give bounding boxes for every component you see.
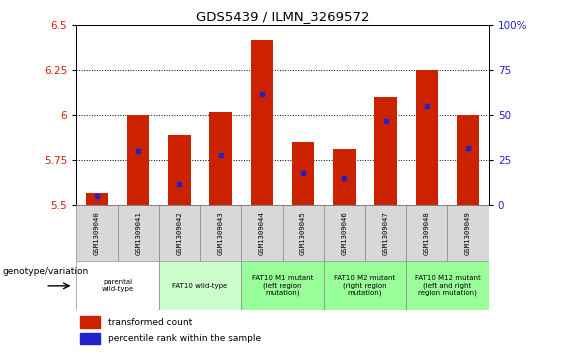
Text: GSM1309042: GSM1309042 (176, 211, 182, 255)
Text: GSM1309048: GSM1309048 (424, 211, 430, 255)
Text: FAT10 M12 mutant
(left and right
region mutation): FAT10 M12 mutant (left and right region … (415, 276, 480, 296)
Text: GSM1309044: GSM1309044 (259, 211, 265, 255)
Text: GSM1309045: GSM1309045 (300, 211, 306, 255)
Bar (159, 261, 241, 310)
Text: genotype/variation: genotype/variation (3, 267, 89, 276)
Bar (241, 261, 324, 310)
Bar (333, 150, 356, 205)
Text: GSM1309046: GSM1309046 (341, 211, 347, 255)
Bar (457, 115, 480, 205)
Bar (282, 205, 324, 261)
Bar (241, 205, 282, 261)
Bar (250, 40, 273, 205)
Bar (324, 261, 406, 310)
Bar (85, 192, 108, 205)
Bar (209, 112, 232, 205)
Bar (324, 205, 365, 261)
Bar (80, 316, 100, 328)
Bar (118, 205, 159, 261)
Bar (406, 205, 447, 261)
Bar (168, 135, 191, 205)
Text: GSM1309043: GSM1309043 (218, 211, 224, 255)
Bar (365, 205, 406, 261)
Bar (406, 261, 489, 310)
Bar (415, 70, 438, 205)
Bar (76, 261, 159, 310)
Bar (292, 142, 315, 205)
Text: transformed count: transformed count (108, 318, 193, 327)
Bar (80, 333, 100, 344)
Text: parental
wild-type: parental wild-type (102, 280, 133, 292)
Text: GSM1309047: GSM1309047 (383, 211, 389, 255)
Text: GSM1309041: GSM1309041 (135, 211, 141, 255)
Bar (374, 97, 397, 205)
Text: percentile rank within the sample: percentile rank within the sample (108, 334, 262, 343)
Bar (447, 205, 489, 261)
Bar (159, 205, 200, 261)
Bar (127, 115, 150, 205)
Text: FAT10 wild-type: FAT10 wild-type (172, 283, 228, 289)
Bar (200, 205, 241, 261)
Text: FAT10 M2 mutant
(right region
mutation): FAT10 M2 mutant (right region mutation) (334, 276, 395, 296)
Title: GDS5439 / ILMN_3269572: GDS5439 / ILMN_3269572 (195, 10, 370, 23)
Text: GSM1309049: GSM1309049 (465, 211, 471, 255)
Bar (76, 205, 118, 261)
Text: FAT10 M1 mutant
(left region
mutation): FAT10 M1 mutant (left region mutation) (252, 276, 313, 296)
Text: GSM1309040: GSM1309040 (94, 211, 100, 255)
